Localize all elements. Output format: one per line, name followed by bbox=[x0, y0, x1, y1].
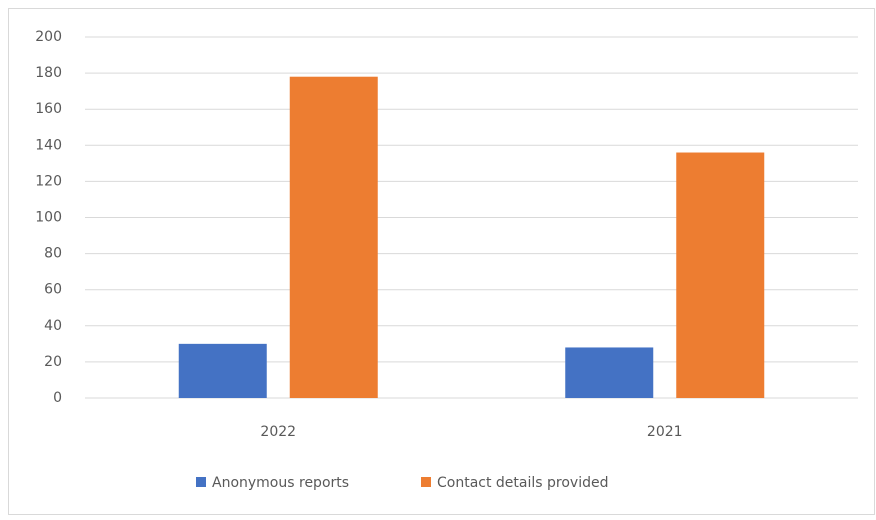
y-tick-label: 160 bbox=[35, 101, 62, 117]
y-tick-label: 60 bbox=[44, 282, 62, 298]
legend-swatch bbox=[421, 477, 431, 487]
y-tick-label: 20 bbox=[44, 354, 62, 370]
y-tick-label: 100 bbox=[35, 210, 62, 226]
bar bbox=[289, 76, 378, 399]
bar bbox=[565, 347, 654, 398]
y-tick-label: 200 bbox=[35, 29, 62, 45]
x-tick-label: 2021 bbox=[647, 424, 683, 440]
legend-swatch bbox=[196, 477, 206, 487]
bar bbox=[178, 343, 267, 398]
y-tick-label: 40 bbox=[44, 318, 62, 334]
y-tick-label: 120 bbox=[35, 173, 62, 189]
x-tick-label: 2022 bbox=[260, 424, 296, 440]
legend-label: Contact details provided bbox=[437, 475, 608, 491]
y-tick-label: 140 bbox=[35, 137, 62, 153]
y-tick-label: 180 bbox=[35, 65, 62, 81]
y-tick-label: 0 bbox=[53, 390, 62, 406]
bar bbox=[676, 152, 765, 398]
y-tick-label: 80 bbox=[44, 246, 62, 262]
legend-label: Anonymous reports bbox=[212, 475, 349, 491]
